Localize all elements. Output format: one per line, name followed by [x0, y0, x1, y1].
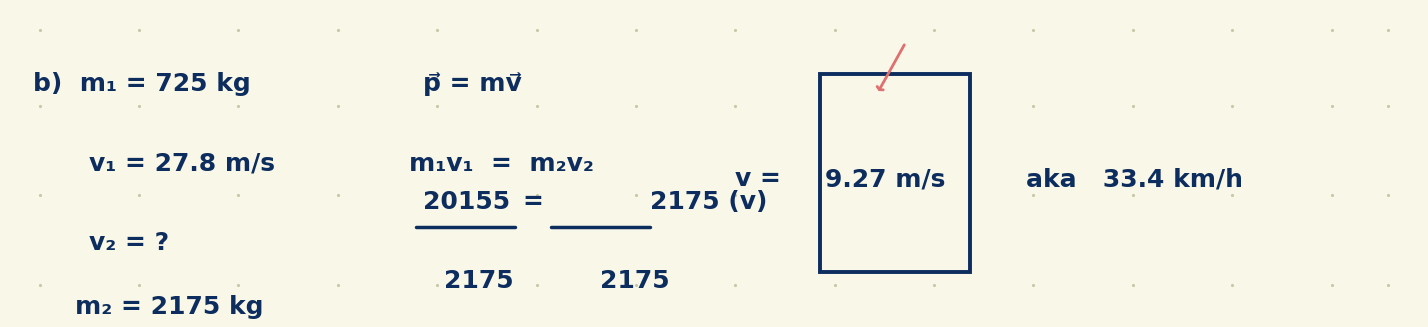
- Text: p⃗ = mv⃗: p⃗ = mv⃗: [423, 72, 521, 96]
- Text: =: =: [523, 190, 543, 214]
- Text: 2175 (v): 2175 (v): [650, 190, 767, 214]
- Text: 9.27 m/s: 9.27 m/s: [825, 167, 945, 191]
- Text: v =: v =: [735, 167, 790, 191]
- Text: m₂ = 2175 kg: m₂ = 2175 kg: [76, 295, 264, 319]
- Text: 2175: 2175: [600, 269, 670, 293]
- Text: v₁ = 27.8 m/s: v₁ = 27.8 m/s: [90, 151, 276, 176]
- Text: v₂ = ?: v₂ = ?: [90, 231, 170, 255]
- Text: 20155: 20155: [423, 190, 510, 214]
- Text: aka   33.4 km/h: aka 33.4 km/h: [1027, 167, 1244, 191]
- Text: b)  m₁ = 725 kg: b) m₁ = 725 kg: [33, 72, 250, 96]
- Text: m₁v₁  =  m₂v₂: m₁v₁ = m₂v₂: [408, 151, 594, 176]
- Text: 2175: 2175: [444, 269, 514, 293]
- Bar: [821, 74, 970, 272]
